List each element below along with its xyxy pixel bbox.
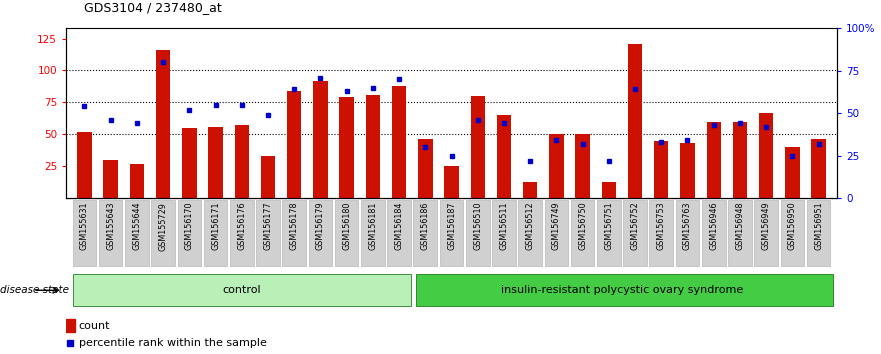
Text: GSM155644: GSM155644	[132, 202, 141, 250]
Bar	[654, 141, 669, 198]
Bar	[130, 164, 144, 198]
Text: GSM156186: GSM156186	[421, 202, 430, 250]
Bar	[314, 81, 328, 198]
FancyBboxPatch shape	[518, 200, 542, 266]
Text: GSM156946: GSM156946	[709, 202, 718, 250]
FancyBboxPatch shape	[308, 200, 332, 266]
FancyBboxPatch shape	[466, 200, 490, 266]
Text: GSM156187: GSM156187	[447, 202, 456, 250]
FancyBboxPatch shape	[125, 200, 149, 266]
FancyBboxPatch shape	[571, 200, 595, 266]
Text: GSM156951: GSM156951	[814, 202, 823, 250]
Text: disease state: disease state	[0, 285, 69, 295]
Text: GSM156511: GSM156511	[500, 202, 508, 250]
Bar	[733, 121, 747, 198]
Bar	[707, 121, 721, 198]
Text: GSM156181: GSM156181	[368, 202, 377, 250]
FancyBboxPatch shape	[388, 200, 411, 266]
Text: GSM156512: GSM156512	[526, 202, 535, 250]
Text: GSM156749: GSM156749	[552, 202, 561, 250]
Text: GSM156949: GSM156949	[762, 202, 771, 250]
Bar	[208, 127, 223, 198]
Bar	[366, 95, 380, 198]
FancyBboxPatch shape	[256, 200, 280, 266]
Text: control: control	[222, 285, 261, 295]
Text: insulin-resistant polycystic ovary syndrome: insulin-resistant polycystic ovary syndr…	[500, 285, 743, 295]
Text: GSM156170: GSM156170	[185, 202, 194, 250]
Text: GSM156171: GSM156171	[211, 202, 220, 250]
FancyBboxPatch shape	[177, 200, 201, 266]
Bar	[549, 135, 564, 198]
Bar	[444, 166, 459, 198]
Bar	[261, 156, 275, 198]
Text: GSM156763: GSM156763	[683, 202, 692, 250]
Bar	[628, 44, 642, 198]
Bar	[523, 182, 537, 198]
FancyBboxPatch shape	[72, 200, 96, 266]
Text: GSM156180: GSM156180	[342, 202, 352, 250]
Bar	[392, 86, 406, 198]
Bar	[156, 50, 170, 198]
FancyBboxPatch shape	[99, 200, 122, 266]
Bar	[103, 160, 118, 198]
Bar	[339, 97, 354, 198]
Bar	[602, 182, 616, 198]
FancyBboxPatch shape	[676, 200, 700, 266]
Bar	[811, 139, 825, 198]
Bar	[182, 128, 196, 198]
FancyBboxPatch shape	[544, 200, 568, 266]
FancyBboxPatch shape	[597, 200, 620, 266]
FancyBboxPatch shape	[361, 200, 385, 266]
Text: count: count	[78, 321, 110, 331]
Bar	[470, 96, 485, 198]
Bar	[66, 319, 75, 332]
Text: GSM155643: GSM155643	[106, 202, 115, 250]
FancyBboxPatch shape	[416, 274, 833, 306]
Bar	[78, 132, 92, 198]
FancyBboxPatch shape	[781, 200, 804, 266]
Text: GSM156750: GSM156750	[578, 202, 587, 250]
FancyBboxPatch shape	[335, 200, 359, 266]
Text: GSM155631: GSM155631	[80, 202, 89, 250]
Text: GSM156753: GSM156753	[656, 202, 666, 250]
Bar	[680, 143, 695, 198]
Bar	[497, 115, 511, 198]
Bar	[575, 135, 589, 198]
FancyBboxPatch shape	[204, 200, 227, 266]
FancyBboxPatch shape	[807, 200, 831, 266]
FancyBboxPatch shape	[702, 200, 726, 266]
Text: GSM156948: GSM156948	[736, 202, 744, 250]
FancyBboxPatch shape	[230, 200, 254, 266]
Text: GSM156178: GSM156178	[290, 202, 299, 250]
Text: percentile rank within the sample: percentile rank within the sample	[78, 338, 267, 348]
Text: GSM156510: GSM156510	[473, 202, 482, 250]
FancyBboxPatch shape	[728, 200, 751, 266]
Text: GSM155729: GSM155729	[159, 202, 167, 251]
FancyBboxPatch shape	[623, 200, 647, 266]
Text: GSM156184: GSM156184	[395, 202, 403, 250]
Bar	[759, 113, 774, 198]
FancyBboxPatch shape	[649, 200, 673, 266]
FancyBboxPatch shape	[413, 200, 437, 266]
FancyBboxPatch shape	[152, 200, 175, 266]
Text: GSM156179: GSM156179	[316, 202, 325, 250]
Bar	[234, 125, 249, 198]
Text: GSM156176: GSM156176	[237, 202, 247, 250]
FancyBboxPatch shape	[283, 200, 306, 266]
Text: GDS3104 / 237480_at: GDS3104 / 237480_at	[84, 1, 221, 14]
Bar	[287, 91, 301, 198]
Bar	[785, 147, 800, 198]
FancyBboxPatch shape	[754, 200, 778, 266]
FancyBboxPatch shape	[492, 200, 515, 266]
Text: GSM156950: GSM156950	[788, 202, 797, 250]
Text: GSM156177: GSM156177	[263, 202, 272, 250]
Text: GSM156751: GSM156751	[604, 202, 613, 250]
Bar	[418, 139, 433, 198]
FancyBboxPatch shape	[440, 200, 463, 266]
Text: GSM156752: GSM156752	[631, 202, 640, 250]
FancyBboxPatch shape	[72, 274, 411, 306]
